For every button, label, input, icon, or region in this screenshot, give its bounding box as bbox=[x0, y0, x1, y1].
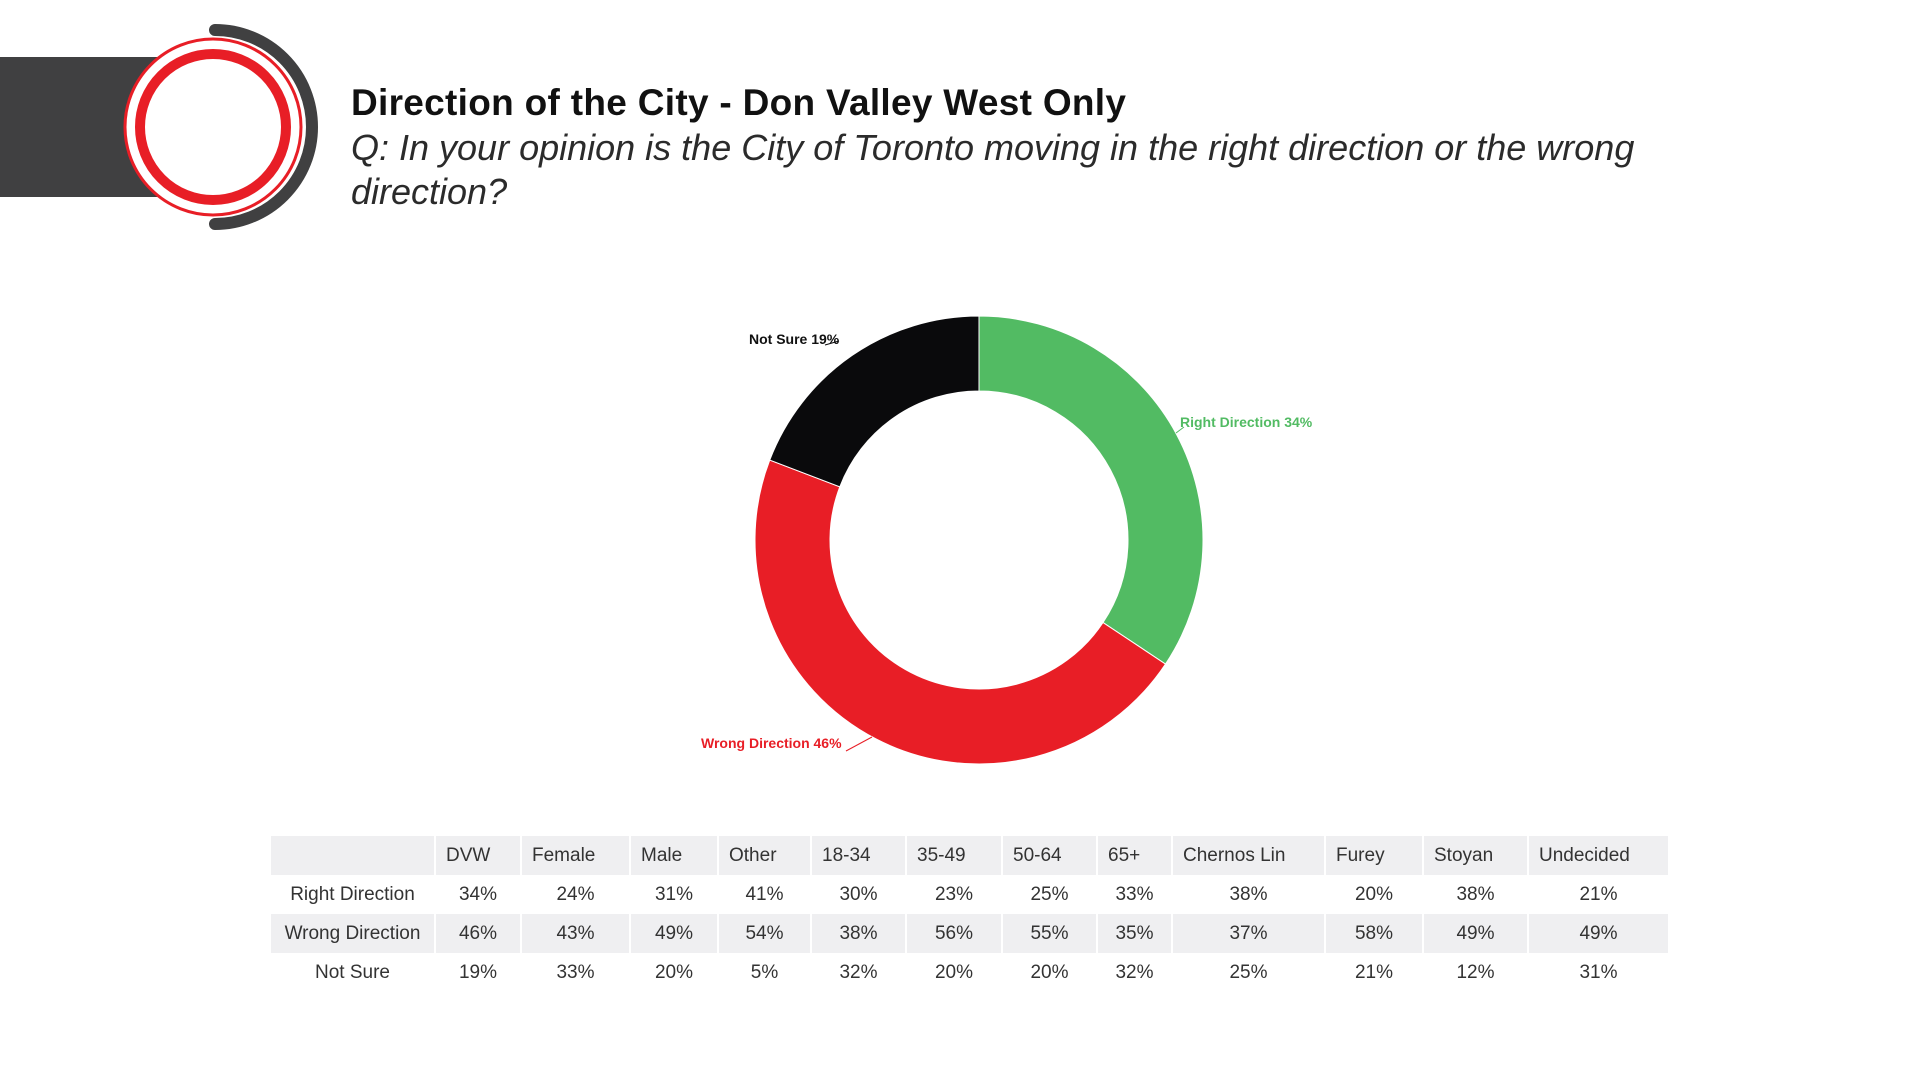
column-header: Furey bbox=[1325, 836, 1424, 875]
table-cell: 38% bbox=[1172, 875, 1326, 914]
table-cell: 30% bbox=[811, 875, 907, 914]
table-cell: 31% bbox=[1579, 961, 1618, 983]
table-cell: 21% bbox=[1325, 953, 1424, 992]
table-cell: 20% bbox=[630, 953, 719, 992]
table-cell: 46% bbox=[435, 914, 522, 953]
table-cell: 35% bbox=[1097, 914, 1173, 953]
leader-line-not-sure bbox=[824, 340, 840, 346]
table-cell: 19% bbox=[435, 953, 522, 992]
table-cell: 55% bbox=[1002, 914, 1098, 953]
table-cell: 24% bbox=[521, 875, 631, 914]
column-header: Undecided bbox=[1539, 844, 1630, 866]
column-header: DVW bbox=[435, 836, 522, 875]
table-cell: 38% bbox=[1423, 875, 1529, 914]
table-cell: 20% bbox=[906, 953, 1003, 992]
slice-label-not-sure: Not Sure 19% bbox=[749, 331, 840, 347]
table-row-right-direction: Right Direction 34% 24% 31% 41% 30% 23% … bbox=[271, 875, 1668, 914]
table-row-wrong-direction: Wrong Direction 46% 43% 49% 54% 38% 56% … bbox=[271, 914, 1668, 953]
column-header: Chernos Lin bbox=[1172, 836, 1326, 875]
slice-label-wrong-direction: Wrong Direction 46% bbox=[701, 735, 842, 751]
column-header: Other bbox=[718, 836, 812, 875]
table-cell: 41% bbox=[718, 875, 812, 914]
donut-slice-right-direction bbox=[978, 315, 1204, 665]
column-header: Female bbox=[521, 836, 631, 875]
table-cell: 58% bbox=[1325, 914, 1424, 953]
donut-slice-not-sure bbox=[769, 315, 980, 488]
survey-question: Q: In your opinion is the City of Toront… bbox=[351, 127, 1635, 212]
table-cell: 12% bbox=[1423, 953, 1529, 992]
crosstab-table: DVW Female Male Other 18-34 35-49 50-64 … bbox=[271, 836, 1668, 992]
table-cell: 54% bbox=[718, 914, 812, 953]
table-cell: 32% bbox=[811, 953, 907, 992]
brand-logo bbox=[123, 24, 318, 230]
table-header-row: DVW Female Male Other 18-34 35-49 50-64 … bbox=[271, 836, 1668, 875]
table-cell: 23% bbox=[906, 875, 1003, 914]
slice-label-right-direction: Right Direction 34% bbox=[1180, 414, 1313, 430]
row-label: Not Sure bbox=[271, 953, 436, 992]
row-label: Right Direction bbox=[271, 875, 436, 914]
column-header: 65+ bbox=[1097, 836, 1173, 875]
table-cell: 25% bbox=[1172, 953, 1326, 992]
table-cell: 20% bbox=[1002, 953, 1098, 992]
leader-line-wrong-direction bbox=[845, 736, 873, 752]
table-cell: 43% bbox=[521, 914, 631, 953]
column-header: 35-49 bbox=[906, 836, 1003, 875]
table-cell: 37% bbox=[1172, 914, 1326, 953]
table-cell: 33% bbox=[521, 953, 631, 992]
table-cell: 20% bbox=[1325, 875, 1424, 914]
donut-slice-wrong-direction bbox=[754, 459, 1167, 765]
column-header: Stoyan bbox=[1423, 836, 1529, 875]
table-cell: 38% bbox=[811, 914, 907, 953]
column-header: 18-34 bbox=[811, 836, 907, 875]
leader-line-right-direction bbox=[1175, 426, 1185, 434]
row-label: Wrong Direction bbox=[271, 914, 436, 953]
column-header bbox=[271, 836, 436, 875]
table-cell: 5% bbox=[718, 953, 812, 992]
table-cell: 49% bbox=[1423, 914, 1529, 953]
table-cell: 56% bbox=[906, 914, 1003, 953]
table-cell: 32% bbox=[1097, 953, 1173, 992]
column-header: 50-64 bbox=[1002, 836, 1098, 875]
table-cell: 49% bbox=[1579, 922, 1618, 944]
table-cell: 25% bbox=[1002, 875, 1098, 914]
page-title: Direction of the City - Don Valley West … bbox=[351, 82, 1127, 123]
table-cell: 33% bbox=[1097, 875, 1173, 914]
table-cell: 49% bbox=[630, 914, 719, 953]
table-cell: 31% bbox=[630, 875, 719, 914]
table-cell: 34% bbox=[435, 875, 522, 914]
table-row-not-sure: Not Sure 19% 33% 20% 5% 32% 20% 20% 32% … bbox=[271, 953, 1668, 992]
column-header: Male bbox=[630, 836, 719, 875]
table-cell: 21% bbox=[1579, 883, 1618, 905]
